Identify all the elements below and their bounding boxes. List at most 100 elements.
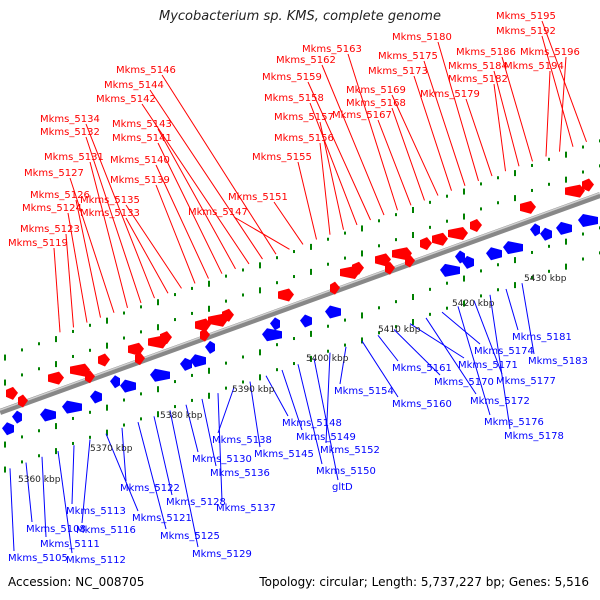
tick-mark [242, 355, 244, 359]
reverse-gene-label[interactable]: Mkms_5112 [66, 555, 126, 566]
reverse-callout [441, 311, 481, 345]
forward-gene-label[interactable]: Mkms_5141 [112, 133, 172, 144]
forward-callout [65, 233, 74, 328]
forward-gene-label[interactable]: Mkms_5144 [104, 80, 164, 91]
forward-gene-label[interactable]: Mkms_5151 [228, 192, 288, 203]
forward-gene-label[interactable]: Mkms_5182 [448, 74, 508, 85]
reverse-gene-label[interactable]: Mkms_5149 [296, 432, 356, 443]
forward-gene-label[interactable]: Mkms_5131 [44, 152, 104, 163]
forward-gene-label[interactable]: Mkms_5169 [346, 85, 406, 96]
reverse-gene-label[interactable]: Mkms_5105 [8, 553, 68, 564]
tick-mark [4, 466, 6, 473]
reverse-gene-label[interactable]: Mkms_5181 [512, 332, 572, 343]
forward-gene-label[interactable]: Mkms_5132 [40, 127, 100, 138]
tick-mark [157, 299, 159, 306]
reverse-gene-label[interactable]: Mkms_5116 [76, 525, 136, 536]
reverse-gene-label[interactable]: Mkms_5176 [484, 417, 544, 428]
reverse-gene-label[interactable]: Mkms_5177 [496, 376, 556, 387]
forward-gene-label[interactable]: Mkms_5194 [504, 61, 564, 72]
forward-gene-label[interactable]: Mkms_5168 [346, 98, 406, 109]
reverse-gene-label[interactable]: Mkms_5154 [334, 386, 394, 397]
forward-gene-label[interactable]: Mkms_5167 [332, 110, 392, 121]
map-title: Mycobacterium sp. KMS, complete genome [159, 9, 441, 24]
forward-gene-label[interactable]: Mkms_5157 [274, 112, 334, 123]
reverse-gene-label[interactable]: Mkms_5172 [470, 396, 530, 407]
forward-gene-label[interactable]: Mkms_5135 [80, 195, 140, 206]
reverse-gene-label[interactable]: Mkms_5160 [392, 399, 452, 410]
forward-gene-label[interactable]: Mkms_5155 [252, 152, 312, 163]
forward-gene-label[interactable]: Mkms_5156 [274, 133, 334, 144]
reverse-gene-label[interactable]: Mkms_5161 [392, 363, 452, 374]
tick-mark [293, 362, 295, 366]
reverse-gene-label[interactable]: Mkms_5178 [504, 431, 564, 442]
forward-gene-label[interactable]: Mkms_5180 [392, 32, 452, 43]
reverse-gene-label[interactable]: Mkms_5108 [26, 524, 86, 535]
tick-mark [582, 145, 584, 149]
reverse-gene-label[interactable]: Mkms_5145 [254, 449, 314, 460]
reverse-callout [249, 381, 261, 448]
reverse-gene [120, 379, 136, 393]
reverse-gene-label[interactable]: Mkms_5152 [320, 445, 380, 456]
forward-gene-label[interactable]: Mkms_5175 [378, 51, 438, 62]
forward-gene-label[interactable]: Mkms_5184 [448, 61, 508, 72]
forward-gene [48, 371, 64, 385]
tick-mark [293, 337, 295, 341]
reverse-gene-label[interactable]: Mkms_5183 [528, 356, 588, 367]
reverse-gene-label[interactable]: Mkms_5136 [210, 468, 270, 479]
reverse-gene-label[interactable]: Mkms_5111 [40, 539, 100, 550]
tick-mark [174, 380, 176, 384]
tick-mark [395, 238, 397, 242]
forward-gene-label[interactable]: Mkms_5162 [276, 55, 336, 66]
reverse-gene-label[interactable]: Mkms_5171 [458, 360, 518, 371]
tick-mark [21, 348, 23, 352]
reverse-gene-label[interactable]: Mkms_5125 [160, 531, 220, 542]
forward-gene-label[interactable]: Mkms_5134 [40, 114, 100, 125]
forward-gene [405, 254, 415, 268]
reverse-gene-label[interactable]: Mkms_5121 [132, 513, 192, 524]
reverse-gene-label[interactable]: Mkms_5174 [474, 346, 534, 357]
forward-gene-label[interactable]: Mkms_5195 [496, 11, 556, 22]
reverse-gene-label[interactable]: Mkms_5138 [212, 435, 272, 446]
reverse-gene-label[interactable]: Mkms_5129 [192, 549, 252, 560]
reverse-gene-label[interactable]: Mkms_5148 [282, 418, 342, 429]
forward-gene-label[interactable]: Mkms_5127 [24, 168, 84, 179]
reverse-gene [262, 328, 282, 342]
forward-gene-label[interactable]: Mkms_5173 [368, 66, 428, 77]
tick-mark [463, 275, 465, 282]
reverse-gene-label[interactable]: Mkms_5170 [434, 377, 494, 388]
forward-gene-label[interactable]: Mkms_5133 [80, 208, 140, 219]
reverse-gene-label[interactable]: Mkms_5128 [166, 497, 226, 508]
forward-gene-label[interactable]: Mkms_5146 [116, 65, 176, 76]
forward-gene-label[interactable]: Mkms_5147 [188, 207, 248, 218]
tick-mark [191, 311, 193, 315]
forward-gene-label[interactable]: Mkms_5143 [112, 119, 172, 130]
reverse-gene-label[interactable]: Mkms_5113 [66, 506, 126, 517]
tick-mark [514, 170, 516, 177]
forward-gene-label[interactable]: Mkms_5139 [110, 175, 170, 186]
forward-gene-label[interactable]: Mkms_5124 [22, 203, 82, 214]
reverse-gene-label[interactable]: Mkms_5122 [120, 483, 180, 494]
forward-gene-label[interactable]: Mkms_5179 [420, 89, 480, 100]
forward-gene-label[interactable]: Mkms_5163 [302, 44, 362, 55]
forward-callout [85, 123, 155, 299]
tick-mark [497, 176, 499, 180]
forward-callout [155, 164, 209, 279]
reverse-gene-label[interactable]: Mkms_5137 [216, 503, 276, 514]
forward-gene-label[interactable]: Mkms_5140 [110, 155, 170, 166]
forward-gene-label[interactable]: Mkms_5119 [8, 238, 68, 249]
reverse-gene-label[interactable]: gltD [332, 482, 353, 493]
tick-mark [497, 201, 499, 205]
forward-gene-label[interactable]: Mkms_5192 [496, 26, 556, 37]
forward-callout [89, 161, 128, 309]
forward-gene-label[interactable]: Mkms_5142 [96, 94, 156, 105]
forward-gene-label[interactable]: Mkms_5159 [262, 72, 322, 83]
tick-mark [225, 299, 227, 303]
tick-mark [4, 354, 6, 361]
reverse-gene-label[interactable]: Mkms_5130 [192, 454, 252, 465]
reverse-gene-label[interactable]: Mkms_5150 [316, 466, 376, 477]
forward-gene-label[interactable]: Mkms_5123 [20, 224, 80, 235]
forward-gene-label[interactable]: Mkms_5186 [456, 47, 516, 58]
forward-gene-label[interactable]: Mkms_5158 [264, 93, 324, 104]
forward-gene-label[interactable]: Mkms_5196 [520, 47, 580, 58]
forward-gene-label[interactable]: Mkms_5126 [30, 190, 90, 201]
